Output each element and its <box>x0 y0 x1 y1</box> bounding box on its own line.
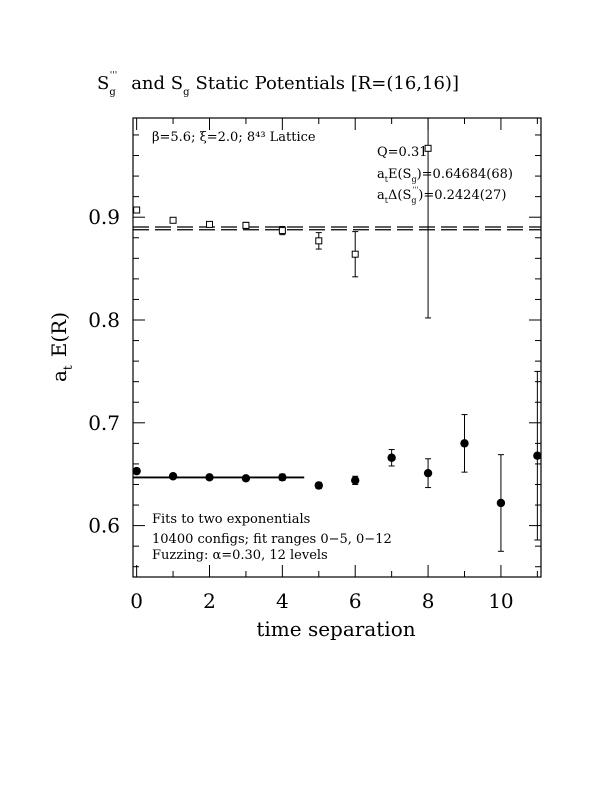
x-tick-label: 4 <box>276 589 289 613</box>
y-tick-label: 0.7 <box>88 411 120 435</box>
data-point-circle <box>387 453 396 462</box>
data-point-circle <box>314 481 323 490</box>
data-point-square <box>169 216 177 224</box>
x-tick-label: 6 <box>349 589 362 613</box>
lattice-annotation: β=5.6; ξ=2.0; 8⁴³ Lattice <box>152 130 316 145</box>
gap-fit-annotation: atΔ(Sg''')=0.2424(27) <box>377 186 506 205</box>
data-point-square <box>424 144 432 152</box>
data-point-circle <box>423 468 433 478</box>
data-point-circle <box>460 439 469 448</box>
fuzzing-annotation: Fuzzing: α=0.30, 12 levels <box>152 548 328 563</box>
y-tick-label: 0.6 <box>88 514 120 538</box>
chart-title: Sg''' and Sg Static Potentials [R=(16,16)] <box>97 71 459 98</box>
config-annotation: 10400 configs; fit ranges 0−5, 0−12 <box>152 532 392 547</box>
x-tick-label: 2 <box>203 589 216 613</box>
fit-lines <box>133 226 541 479</box>
data-point-circle <box>496 498 506 508</box>
plot-frame <box>132 117 542 578</box>
tick-labels: 0 2 4 6 8 10 0.6 0.7 0.8 0.9 <box>88 205 513 613</box>
data-point-circle <box>132 466 141 476</box>
data-point-circle <box>241 474 251 483</box>
y-tick-label: 0.8 <box>88 308 120 332</box>
data-point-square <box>278 227 286 235</box>
energy-fit-annotation: atE(Sg)=0.64684(68) <box>377 167 513 184</box>
fit-method-annotation: Fits to two exponentials <box>152 512 310 527</box>
data-point-square <box>315 237 323 245</box>
x-axis-label: time separation <box>256 617 415 641</box>
x-tick-label: 8 <box>422 589 435 613</box>
x-tick-label: 10 <box>488 589 513 613</box>
axis-ticks <box>133 118 541 577</box>
y-axis-label: atE(R) <box>47 312 75 382</box>
data-point-square <box>242 221 250 229</box>
data-point-circle <box>278 473 287 482</box>
data-point-circle <box>205 473 214 482</box>
q-annotation: Q=0.31 <box>377 145 428 160</box>
data-point-square <box>133 206 141 214</box>
x-tick-label: 0 <box>130 589 143 613</box>
data-point-square <box>206 220 213 228</box>
data-point-circle <box>168 472 178 481</box>
data-point-circle <box>533 451 542 460</box>
data-marks <box>132 117 542 552</box>
data-point-circle <box>351 476 360 485</box>
y-tick-label: 0.9 <box>88 205 120 229</box>
data-point-square <box>351 250 359 258</box>
